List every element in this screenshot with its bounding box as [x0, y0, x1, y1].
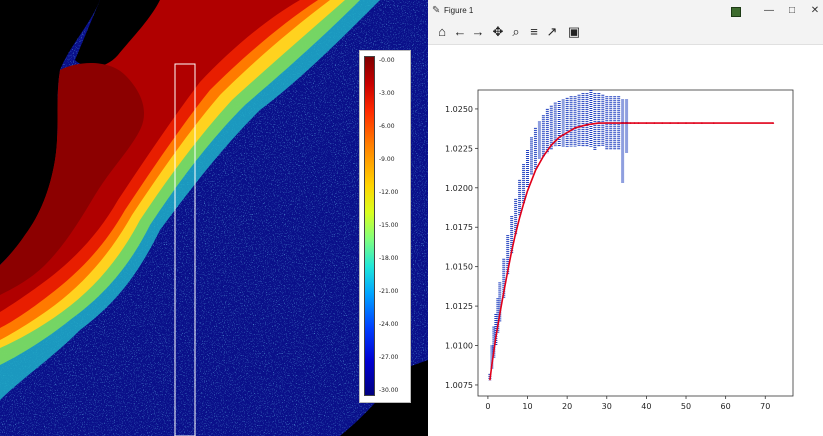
figure-app-icon: ✎ — [432, 5, 441, 16]
y-tick-label: 1.0250 — [445, 105, 473, 114]
configure-subplots-icon[interactable]: ≡ — [530, 24, 538, 39]
x-tick-label: 20 — [562, 402, 572, 411]
colorbar-tick-label: -12.00 — [379, 189, 399, 196]
colorbar-tick-label: -27.00 — [379, 354, 399, 361]
title-bar[interactable]: ✎ Figure 1 — □ ✕ — [428, 0, 823, 22]
edit-axis-icon[interactable]: ↗ — [546, 24, 558, 39]
colorbar-tick-label: -21.00 — [379, 288, 399, 295]
x-tick-label: 40 — [641, 402, 651, 411]
colorbar-tick-label: -0.00 — [379, 57, 395, 64]
close-button[interactable]: ✕ — [810, 5, 820, 16]
colorbar-tick-label: -6.00 — [379, 123, 395, 130]
colorbar-tick-label: -18.00 — [379, 255, 399, 262]
colorbar-tick-label: -9.00 — [379, 156, 395, 163]
forward-icon[interactable]: → — [471, 24, 485, 39]
y-tick-label: 1.0075 — [445, 381, 473, 390]
taskbar-app-icon[interactable] — [731, 7, 741, 17]
y-tick-label: 1.0175 — [445, 223, 473, 232]
selection-rectangle[interactable] — [174, 63, 196, 436]
figure-window: ✎ Figure 1 — □ ✕ ⌂ ← → ✥ ⌕ ≡ ↗ ▣ 0 10 20 30 40 50 60 7… — [428, 0, 823, 436]
y-tick-label: 1.0200 — [445, 184, 473, 193]
scatter-plot: 0 10 20 30 40 50 60 70 1.0075 1.0100 1.0125 1.0150 1… — [445, 89, 794, 411]
pan-icon[interactable]: ✥ — [492, 24, 504, 39]
sar-intensity-map — [0, 0, 428, 436]
fit-line — [489, 122, 774, 381]
home-icon[interactable]: ⌂ — [438, 24, 446, 39]
save-icon[interactable]: ▣ — [567, 24, 581, 39]
y-tick-label: 1.0100 — [445, 342, 473, 351]
colorbar-tick-label: -3.00 — [379, 90, 395, 97]
x-tick-label: 0 — [485, 402, 490, 411]
colorbar-gradient — [364, 56, 375, 396]
colorbar-tick-label: -24.00 — [379, 321, 399, 328]
x-tick-label: 30 — [602, 402, 612, 411]
back-icon[interactable]: ← — [453, 24, 467, 39]
sar-image-panel: -0.00 -3.00 -6.00 -9.00 -12.00 -15.00 -18.00 -2… — [0, 0, 428, 436]
zoom-icon[interactable]: ⌕ — [512, 24, 520, 39]
x-tick-label: 50 — [681, 402, 691, 411]
colorbar-tick-label: -30.00 — [379, 387, 399, 394]
x-tick-label: 10 — [522, 402, 532, 411]
y-tick-label: 1.0150 — [445, 263, 473, 272]
maximize-button[interactable]: □ — [788, 5, 796, 16]
y-tick-label: 1.0125 — [445, 302, 473, 311]
y-tick-label: 1.0225 — [445, 144, 473, 153]
colorbar: -0.00 -3.00 -6.00 -9.00 -12.00 -15.00 -18.00 -2… — [359, 50, 411, 403]
minimize-button[interactable]: — — [764, 5, 774, 16]
plot-axes-frame — [477, 89, 794, 397]
toolbar: ⌂ ← → ✥ ⌕ ≡ ↗ ▣ — [428, 22, 823, 45]
x-tick-label: 60 — [721, 402, 731, 411]
x-tick-label: 70 — [760, 402, 770, 411]
colorbar-tick-label: -15.00 — [379, 222, 399, 229]
window-title: Figure 1 — [444, 6, 474, 15]
